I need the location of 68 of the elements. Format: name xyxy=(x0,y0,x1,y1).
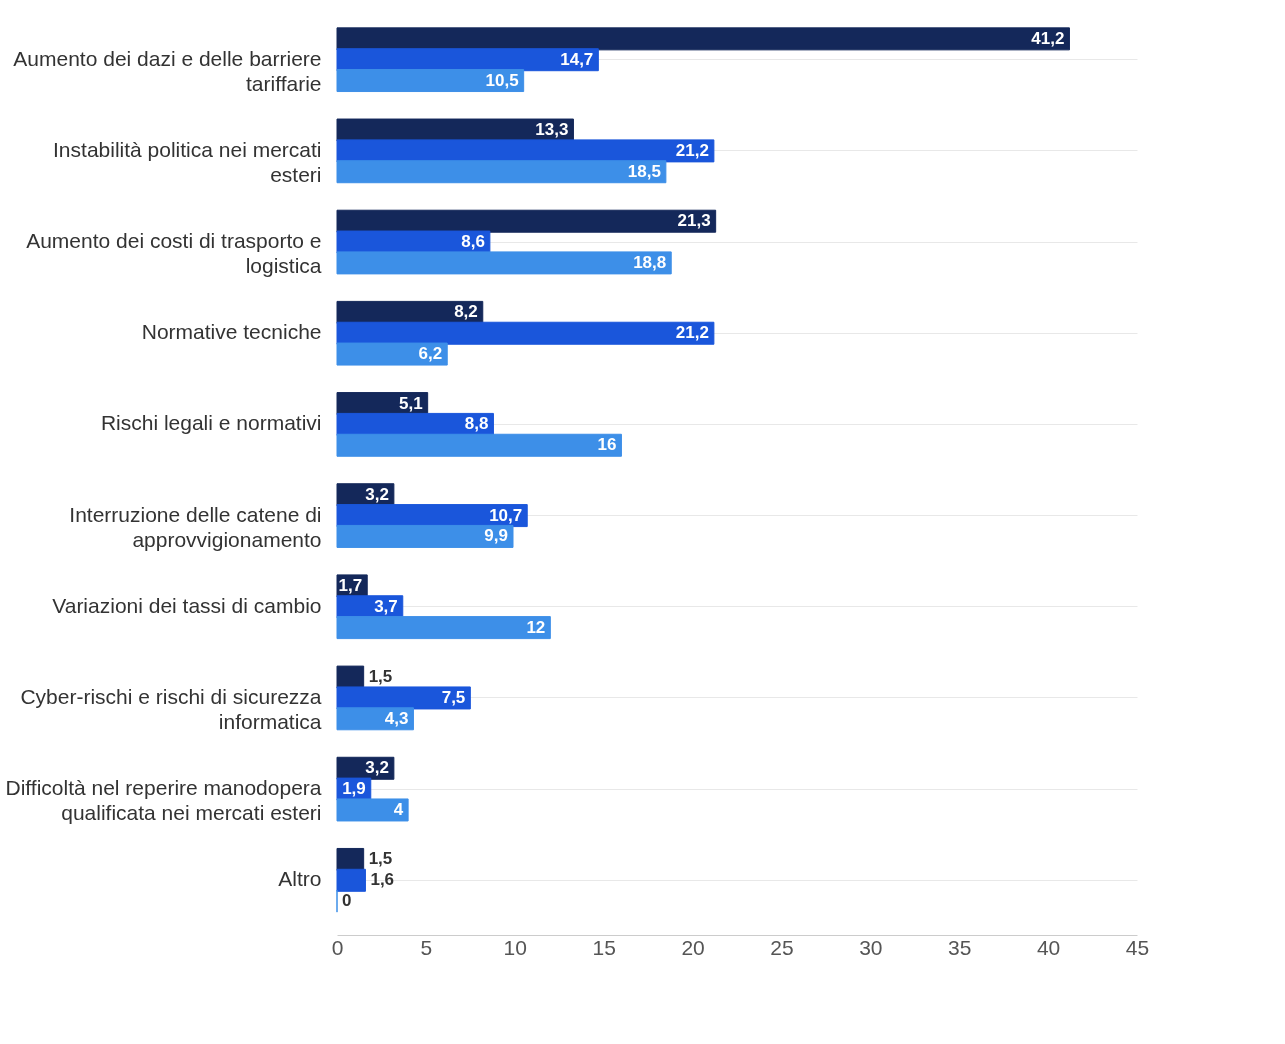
data-label: 18,8 xyxy=(633,252,667,272)
data-label: 1,9 xyxy=(342,779,366,799)
y-tick-label: Aumento dei dazi e delle barriere tariffarie xyxy=(13,46,322,95)
bar xyxy=(336,686,471,710)
x-tick-label: 30 xyxy=(859,935,883,959)
data-label: 14,7 xyxy=(560,49,594,69)
bar xyxy=(336,251,672,275)
data-label: 9,9 xyxy=(484,526,508,546)
bar xyxy=(336,798,409,822)
y-tick-label: Cyber-rischi e rischi di sicurezza informatica xyxy=(20,684,322,733)
data-label: 10,7 xyxy=(489,505,523,525)
bar xyxy=(336,868,366,892)
bar xyxy=(336,524,514,548)
bar xyxy=(336,160,667,184)
data-label: 8,6 xyxy=(461,232,485,252)
bar xyxy=(336,27,1070,51)
data-label: 13,3 xyxy=(535,120,569,140)
data-label: 8,8 xyxy=(464,414,489,434)
y-tick-label: Normative tecniche xyxy=(141,320,322,344)
data-label: 3,7 xyxy=(374,596,398,616)
x-tick-label: 35 xyxy=(948,935,972,959)
data-label: 4,3 xyxy=(384,708,409,728)
data-label: 4 xyxy=(393,799,404,819)
data-label: 3,2 xyxy=(365,758,389,778)
data-label: 16 xyxy=(597,435,617,455)
y-tick-label: Instabilità politica nei mercati esteri xyxy=(53,137,322,186)
bar xyxy=(336,48,599,72)
bar xyxy=(336,69,525,93)
data-label: 41,2 xyxy=(1031,28,1065,48)
x-tick-label: 20 xyxy=(681,935,705,959)
data-label: 3,2 xyxy=(365,484,389,504)
bar xyxy=(336,342,448,366)
bar xyxy=(336,209,717,233)
bar xyxy=(336,433,622,457)
data-label: 10,5 xyxy=(485,70,519,90)
y-tick-label: Interruzione delle catene di approvvigionamento xyxy=(69,502,322,551)
y-tick-label: Aumento dei costi di trasporto e logistica xyxy=(26,229,322,278)
y-tick-label: Variazioni dei tassi di cambio xyxy=(52,593,322,617)
data-label: 18,5 xyxy=(627,161,661,181)
bar xyxy=(336,321,715,345)
data-label: 1,5 xyxy=(368,667,393,687)
data-label: 1,6 xyxy=(370,870,395,890)
data-label: 6,2 xyxy=(418,344,443,364)
x-tick-label: 10 xyxy=(503,935,527,959)
data-label: 21,2 xyxy=(675,323,709,343)
bar xyxy=(336,707,414,731)
y-tick-label: Rischi legali e normativi xyxy=(100,411,322,435)
bar xyxy=(336,616,551,640)
x-tick-label: 15 xyxy=(592,935,616,959)
data-label: 12 xyxy=(526,617,546,637)
data-label: 8,2 xyxy=(454,302,478,322)
data-label: 0 xyxy=(342,891,352,911)
y-tick-label: Difficoltà nel reperire manodopera qualificata nei mercati esteri xyxy=(5,776,322,825)
data-label: 5,1 xyxy=(399,393,423,413)
x-tick-label: 45 xyxy=(1125,935,1150,959)
x-tick-label: 25 xyxy=(770,935,794,959)
x-tick-label: 5 xyxy=(420,935,433,959)
x-tick-label: 0 xyxy=(331,935,344,959)
bar xyxy=(336,847,365,871)
x-tick-label: 40 xyxy=(1036,935,1061,959)
data-label: 1,7 xyxy=(338,575,363,595)
y-tick-label: Altro xyxy=(278,867,322,891)
bar xyxy=(336,139,715,163)
data-label: 1,5 xyxy=(368,849,393,869)
data-label: 21,3 xyxy=(677,211,711,231)
data-label: 21,2 xyxy=(675,140,709,160)
bar xyxy=(336,665,365,689)
data-label: 7,5 xyxy=(441,687,466,707)
